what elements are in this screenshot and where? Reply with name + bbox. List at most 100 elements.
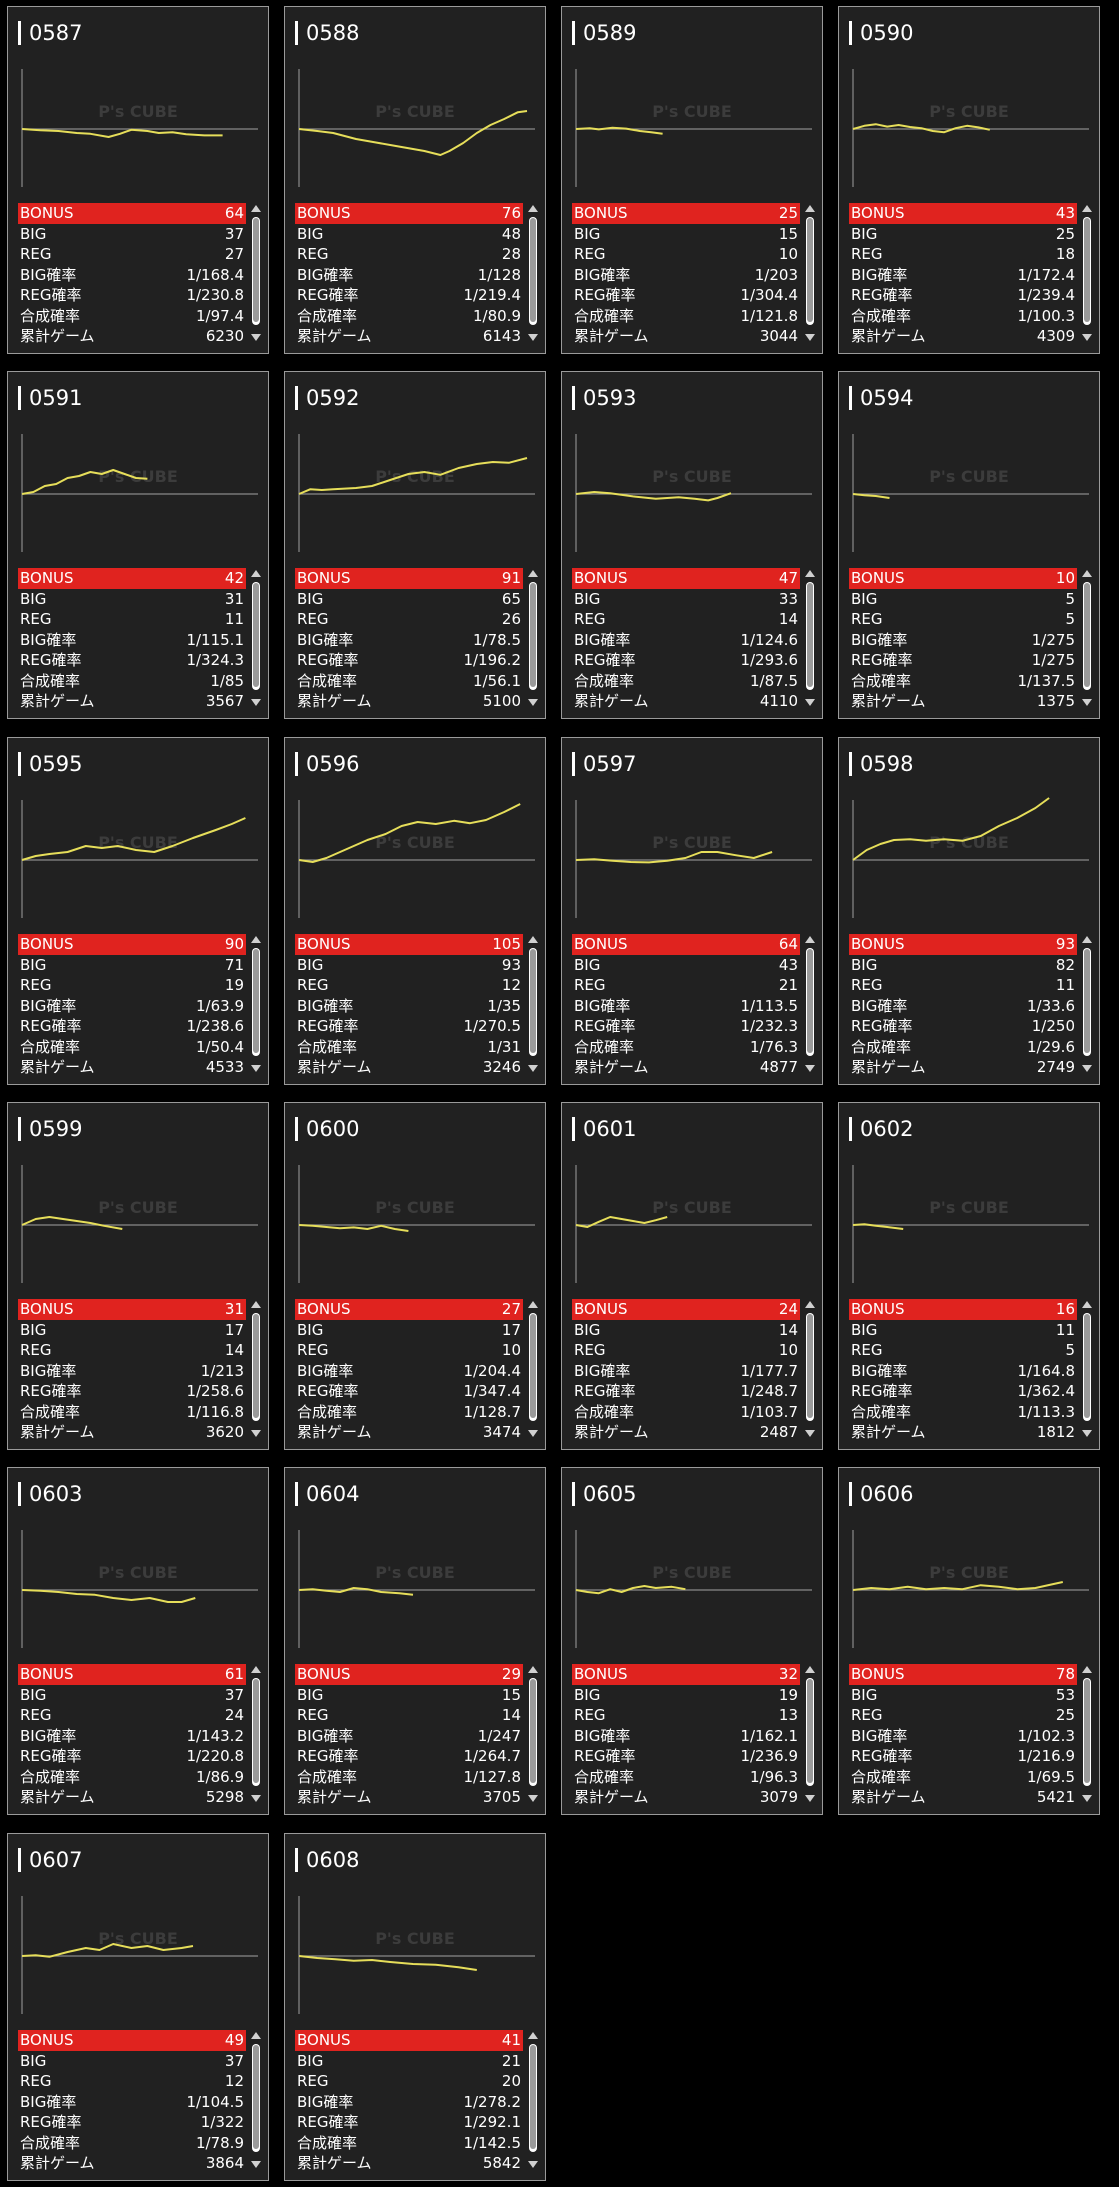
scroll-thumb[interactable] <box>1084 1679 1090 1783</box>
scroll-thumb[interactable] <box>253 1679 259 1783</box>
machine-card[interactable]: 0596 P's CUBE BONUS 105 BIG 93 REG 12 BIG確率 1/35 R… <box>284 737 546 1085</box>
scroll-track[interactable] <box>529 217 537 325</box>
scroll-track[interactable] <box>252 582 260 690</box>
scroll-thumb[interactable] <box>530 2045 536 2149</box>
scroll-thumb[interactable] <box>1084 218 1090 322</box>
machine-card[interactable]: 0601 P's CUBE BONUS 24 BIG 14 REG 10 BIG確率 1/177.… <box>561 1102 823 1450</box>
scroll-down-icon[interactable] <box>805 1065 815 1072</box>
scroll-up-icon[interactable] <box>805 936 815 943</box>
machine-card[interactable]: 0591 P's CUBE BONUS 42 BIG 31 REG 11 BIG確率 1/115.… <box>7 371 269 719</box>
machine-card[interactable]: 0594 P's CUBE BONUS 10 BIG 5 REG 5 BIG確率 1/275 REG… <box>838 371 1100 719</box>
scroll-thumb[interactable] <box>253 218 259 322</box>
scroll-down-icon[interactable] <box>1082 1795 1092 1802</box>
machine-card[interactable]: 0607 P's CUBE BONUS 49 BIG 37 REG 12 BIG確率 1/104.… <box>7 1833 269 2181</box>
scroll-down-icon[interactable] <box>528 1795 538 1802</box>
scroll-up-icon[interactable] <box>528 205 538 212</box>
stats-scrollbar[interactable] <box>803 203 817 343</box>
stats-scrollbar[interactable] <box>1080 203 1094 343</box>
scroll-down-icon[interactable] <box>805 699 815 706</box>
scroll-down-icon[interactable] <box>251 1430 261 1437</box>
scroll-track[interactable] <box>529 2044 537 2152</box>
machine-card[interactable]: 0598 P's CUBE BONUS 93 BIG 82 REG 11 BIG確率 1/33.6… <box>838 737 1100 1085</box>
scroll-thumb[interactable] <box>253 1314 259 1418</box>
scroll-up-icon[interactable] <box>805 1666 815 1673</box>
scroll-track[interactable] <box>252 1313 260 1421</box>
scroll-up-icon[interactable] <box>1082 205 1092 212</box>
scroll-thumb[interactable] <box>253 583 259 687</box>
scroll-up-icon[interactable] <box>528 1666 538 1673</box>
scroll-track[interactable] <box>529 1678 537 1786</box>
machine-card[interactable]: 0602 P's CUBE BONUS 16 BIG 11 REG 5 BIG確率 1/164.8… <box>838 1102 1100 1450</box>
stats-scrollbar[interactable] <box>1080 568 1094 708</box>
machine-card[interactable]: 0595 P's CUBE BONUS 90 BIG 71 REG 19 BIG確率 1/63.9… <box>7 737 269 1085</box>
scroll-down-icon[interactable] <box>1082 1430 1092 1437</box>
stats-scrollbar[interactable] <box>1080 934 1094 1074</box>
stats-scrollbar[interactable] <box>1080 1664 1094 1804</box>
scroll-down-icon[interactable] <box>528 334 538 341</box>
scroll-up-icon[interactable] <box>251 1666 261 1673</box>
machine-card[interactable]: 0608 P's CUBE BONUS 41 BIG 21 REG 20 BIG確率 1/278.… <box>284 1833 546 2181</box>
scroll-thumb[interactable] <box>530 1679 536 1783</box>
scroll-thumb[interactable] <box>1084 1314 1090 1418</box>
stats-scrollbar[interactable] <box>526 1299 540 1439</box>
scroll-track[interactable] <box>806 217 814 325</box>
scroll-down-icon[interactable] <box>805 1430 815 1437</box>
scroll-up-icon[interactable] <box>528 936 538 943</box>
scroll-thumb[interactable] <box>807 218 813 322</box>
stats-scrollbar[interactable] <box>526 568 540 708</box>
scroll-track[interactable] <box>252 217 260 325</box>
scroll-up-icon[interactable] <box>528 570 538 577</box>
scroll-down-icon[interactable] <box>251 1795 261 1802</box>
scroll-track[interactable] <box>529 582 537 690</box>
stats-scrollbar[interactable] <box>249 568 263 708</box>
stats-scrollbar[interactable] <box>526 934 540 1074</box>
scroll-up-icon[interactable] <box>251 205 261 212</box>
scroll-up-icon[interactable] <box>1082 936 1092 943</box>
machine-card[interactable]: 0606 P's CUBE BONUS 78 BIG 53 REG 25 BIG確率 1/102.… <box>838 1467 1100 1815</box>
scroll-down-icon[interactable] <box>251 1065 261 1072</box>
scroll-track[interactable] <box>1083 948 1091 1056</box>
scroll-down-icon[interactable] <box>528 699 538 706</box>
machine-card[interactable]: 0603 P's CUBE BONUS 61 BIG 37 REG 24 BIG確率 1/143.… <box>7 1467 269 1815</box>
stats-scrollbar[interactable] <box>526 1664 540 1804</box>
scroll-track[interactable] <box>1083 1313 1091 1421</box>
stats-scrollbar[interactable] <box>249 934 263 1074</box>
scroll-down-icon[interactable] <box>805 1795 815 1802</box>
scroll-track[interactable] <box>806 582 814 690</box>
scroll-thumb[interactable] <box>807 583 813 687</box>
scroll-up-icon[interactable] <box>1082 570 1092 577</box>
machine-card[interactable]: 0605 P's CUBE BONUS 32 BIG 19 REG 13 BIG確率 1/162.… <box>561 1467 823 1815</box>
stats-scrollbar[interactable] <box>249 203 263 343</box>
scroll-track[interactable] <box>806 948 814 1056</box>
scroll-track[interactable] <box>1083 582 1091 690</box>
scroll-track[interactable] <box>252 948 260 1056</box>
scroll-down-icon[interactable] <box>251 699 261 706</box>
scroll-track[interactable] <box>1083 217 1091 325</box>
scroll-thumb[interactable] <box>1084 949 1090 1053</box>
stats-scrollbar[interactable] <box>803 1299 817 1439</box>
machine-card[interactable]: 0589 P's CUBE BONUS 25 BIG 15 REG 10 BIG確率 1/203 R… <box>561 6 823 354</box>
scroll-down-icon[interactable] <box>528 1430 538 1437</box>
scroll-down-icon[interactable] <box>1082 1065 1092 1072</box>
stats-scrollbar[interactable] <box>1080 1299 1094 1439</box>
scroll-track[interactable] <box>252 1678 260 1786</box>
scroll-up-icon[interactable] <box>805 570 815 577</box>
scroll-track[interactable] <box>806 1678 814 1786</box>
machine-card[interactable]: 0604 P's CUBE BONUS 29 BIG 15 REG 14 BIG確率 1/247 R… <box>284 1467 546 1815</box>
scroll-thumb[interactable] <box>807 1679 813 1783</box>
scroll-up-icon[interactable] <box>251 1301 261 1308</box>
scroll-up-icon[interactable] <box>528 1301 538 1308</box>
machine-card[interactable]: 0587 P's CUBE BONUS 64 BIG 37 REG 27 BIG確率 1/168.… <box>7 6 269 354</box>
scroll-down-icon[interactable] <box>1082 334 1092 341</box>
scroll-thumb[interactable] <box>530 583 536 687</box>
machine-card[interactable]: 0592 P's CUBE BONUS 91 BIG 65 REG 26 BIG確率 1/78.5… <box>284 371 546 719</box>
scroll-down-icon[interactable] <box>528 1065 538 1072</box>
scroll-thumb[interactable] <box>1084 583 1090 687</box>
machine-card[interactable]: 0600 P's CUBE BONUS 27 BIG 17 REG 10 BIG確率 1/204.… <box>284 1102 546 1450</box>
scroll-track[interactable] <box>806 1313 814 1421</box>
machine-card[interactable]: 0597 P's CUBE BONUS 64 BIG 43 REG 21 BIG確率 1/113.… <box>561 737 823 1085</box>
scroll-track[interactable] <box>1083 1678 1091 1786</box>
machine-card[interactable]: 0599 P's CUBE BONUS 31 BIG 17 REG 14 BIG確率 1/213 R… <box>7 1102 269 1450</box>
scroll-up-icon[interactable] <box>251 2032 261 2039</box>
stats-scrollbar[interactable] <box>249 2030 263 2170</box>
